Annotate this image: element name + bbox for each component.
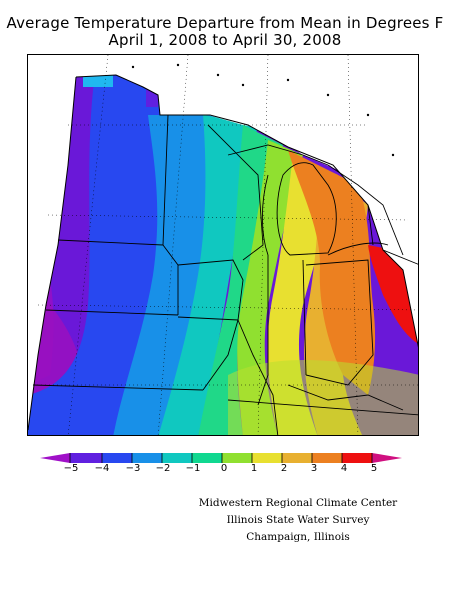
credit-location: Champaign, Illinois xyxy=(246,531,350,543)
legend-tick-label: −3 xyxy=(125,463,141,474)
legend-tick-label: 3 xyxy=(310,463,318,474)
legend-tick-label: −1 xyxy=(185,463,201,474)
graticule xyxy=(33,55,418,435)
credit-survey: Illinois State Water Survey xyxy=(226,514,370,526)
map-frame xyxy=(27,54,419,436)
state-boundaries xyxy=(32,114,418,435)
map-title-line1: Average Temperature Departure from Mean … xyxy=(6,14,444,32)
legend-tick-label: 0 xyxy=(220,463,228,474)
legend-tick-label: −5 xyxy=(63,463,79,474)
map-title-line2: April 1, 2008 to April 30, 2008 xyxy=(108,31,342,49)
region-outline xyxy=(75,74,418,348)
legend-tick-label: 4 xyxy=(340,463,348,474)
credit-organization: Midwestern Regional Climate Center xyxy=(198,497,398,509)
legend-tick-label: 2 xyxy=(280,463,288,474)
temperature-field xyxy=(28,75,418,435)
northern-islands xyxy=(131,63,395,157)
legend-tick-label: 1 xyxy=(250,463,258,474)
legend-tick-label: 5 xyxy=(370,463,378,474)
temperature-legend-bar xyxy=(40,453,402,463)
legend-tick-label: −2 xyxy=(155,463,171,474)
temperature-departure-map xyxy=(28,55,418,435)
legend-tick-label: −4 xyxy=(94,463,110,474)
